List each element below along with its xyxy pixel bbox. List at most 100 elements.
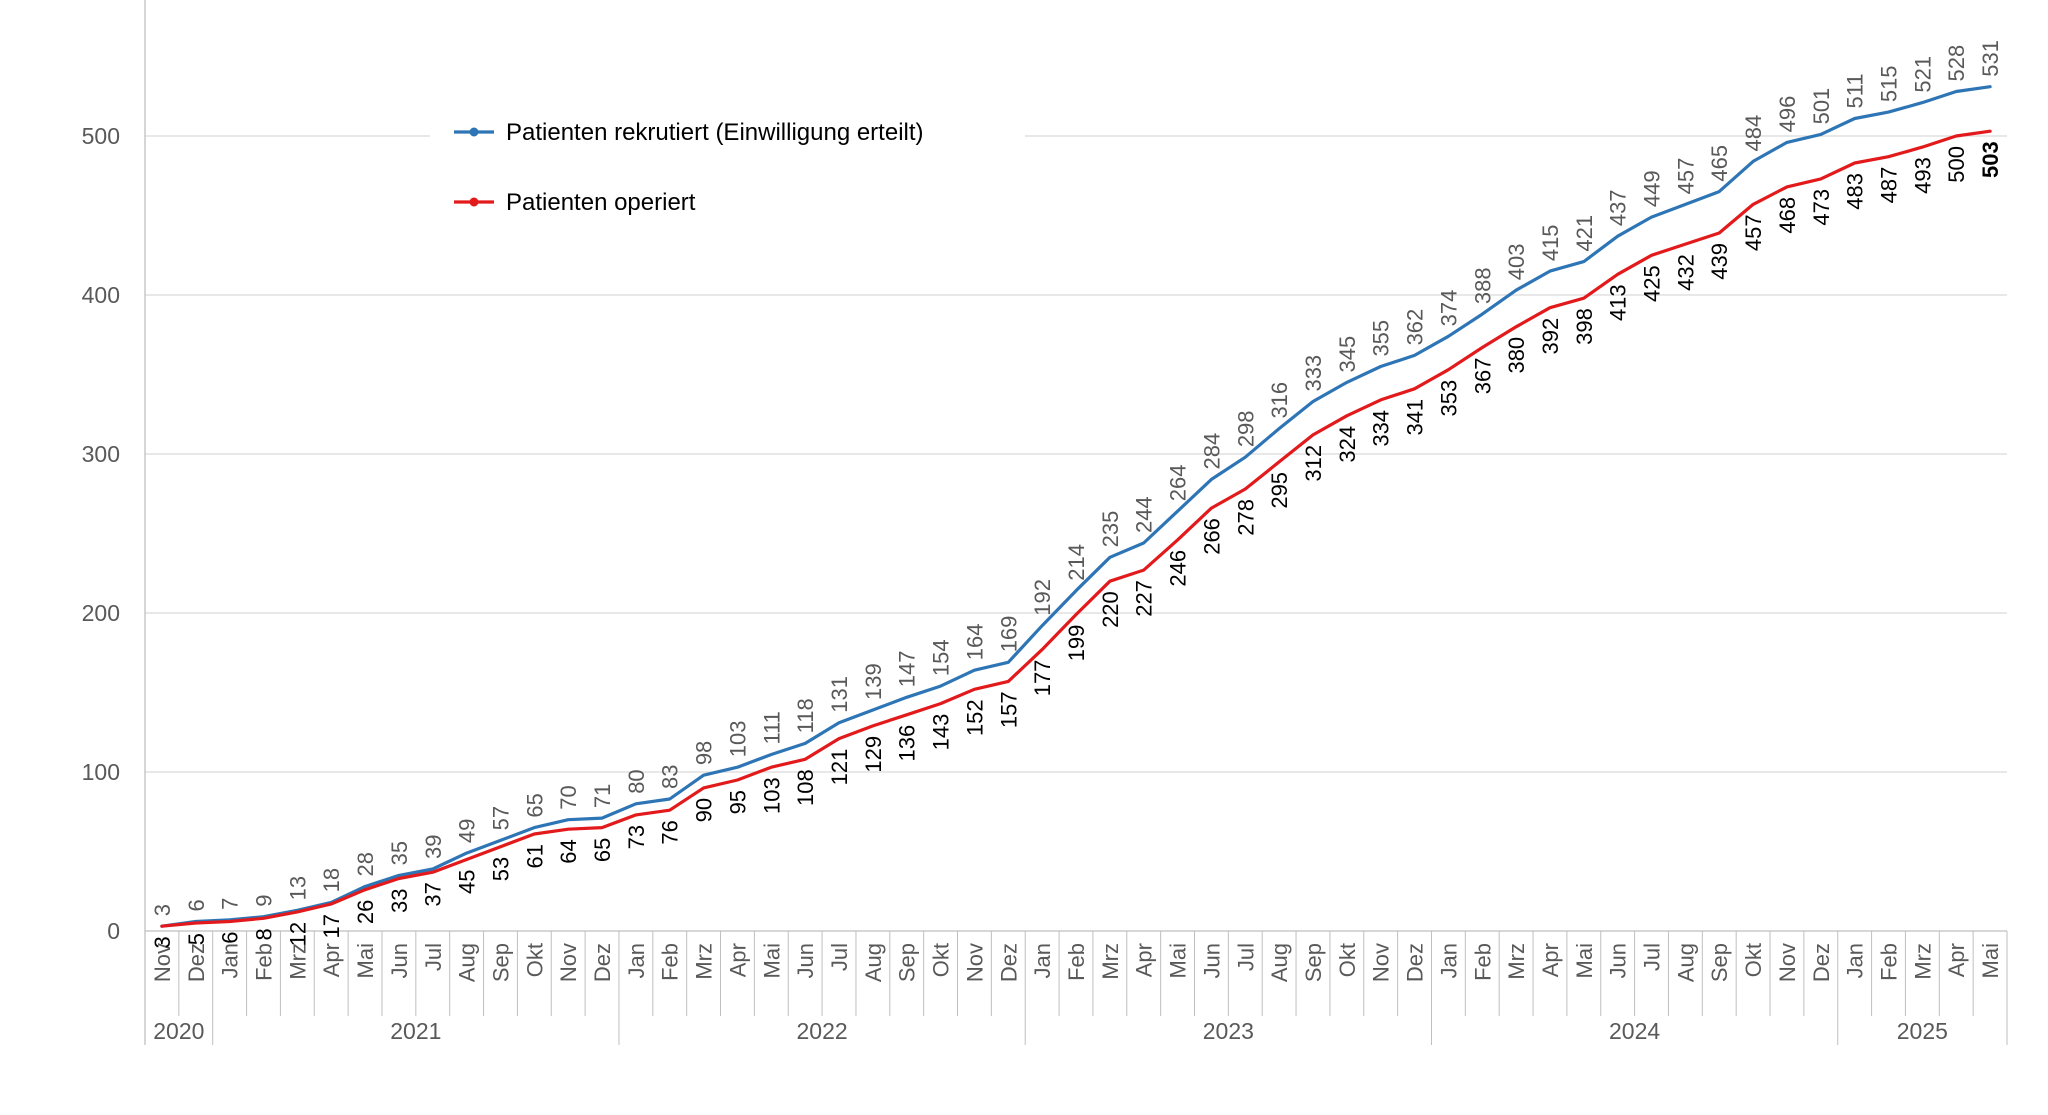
data-label-recruited: 80 — [624, 769, 649, 793]
data-label-recruited: 192 — [1030, 579, 1055, 616]
x-tick-label: Mrz — [285, 943, 310, 980]
x-tick-label: Aug — [455, 943, 480, 982]
x-tick-label: Jul — [1640, 943, 1665, 971]
data-label-recruited: 484 — [1741, 115, 1766, 152]
x-tick-label: Sep — [1707, 943, 1732, 982]
year-label: 2025 — [1897, 1018, 1948, 1044]
data-label-recruited: 421 — [1572, 215, 1597, 252]
data-label-operated: 199 — [1064, 625, 1089, 662]
x-tick-label: Dez — [184, 943, 209, 982]
x-tick-label: Jul — [827, 943, 852, 971]
x-tick-label: Jun — [793, 943, 818, 978]
data-label-recruited: 515 — [1877, 65, 1902, 102]
x-tick-label: Feb — [251, 943, 276, 981]
x-tick-label: Mai — [353, 943, 378, 978]
x-tick-label: Mai — [759, 943, 784, 978]
data-label-operated: 33 — [387, 889, 412, 913]
data-label-operated: 425 — [1640, 265, 1665, 302]
y-tick-label: 200 — [82, 600, 120, 626]
data-label-operated: 90 — [692, 798, 717, 822]
x-tick-label: Dez — [1403, 943, 1428, 982]
data-label-recruited: 6 — [184, 899, 209, 911]
data-label-operated: 483 — [1843, 173, 1868, 210]
data-label-recruited: 437 — [1606, 189, 1631, 226]
data-label-recruited: 531 — [1978, 40, 2003, 77]
data-label-recruited: 388 — [1470, 267, 1495, 304]
x-tick-label: Apr — [1538, 943, 1563, 977]
x-tick-label: Nov — [1369, 943, 1394, 982]
data-label-operated: 468 — [1775, 197, 1800, 234]
data-label-operated: 143 — [929, 714, 954, 751]
data-label-recruited: 7 — [218, 898, 243, 910]
x-tick-label: Aug — [1673, 943, 1698, 982]
data-label-operated: 136 — [895, 725, 920, 762]
x-tick-label: Okt — [1741, 943, 1766, 977]
data-label-operated: 392 — [1538, 318, 1563, 355]
data-label-operated: 65 — [590, 838, 615, 862]
data-label-operated: 278 — [1233, 499, 1258, 536]
data-label-operated: 129 — [861, 736, 886, 773]
x-tick-label: Mai — [1572, 943, 1597, 978]
data-label-recruited: 333 — [1301, 355, 1326, 392]
data-label-operated: 353 — [1436, 380, 1461, 417]
data-label-operated: 324 — [1335, 426, 1360, 463]
x-tick-label: Mai — [1978, 943, 2003, 978]
data-label-operated: 152 — [962, 699, 987, 736]
data-label-operated: 246 — [1166, 550, 1191, 587]
x-tick-label: Mrz — [1910, 943, 1935, 980]
grid-layer — [145, 136, 2007, 772]
data-label-operated: 312 — [1301, 445, 1326, 482]
data-label-recruited: 39 — [421, 835, 446, 859]
data-label-operated: 487 — [1877, 167, 1902, 204]
y-tick-label: 300 — [82, 441, 120, 467]
x-tick-label: Okt — [522, 943, 547, 977]
data-label-operated: 121 — [827, 749, 852, 786]
data-label-operated: 177 — [1030, 660, 1055, 697]
data-label-operated: 5 — [184, 933, 209, 945]
x-tick-label: Jul — [421, 943, 446, 971]
data-label-operated: 341 — [1403, 399, 1428, 436]
y-tick-label: 500 — [82, 123, 120, 149]
data-label-recruited: 374 — [1436, 290, 1461, 327]
data-label-recruited: 345 — [1335, 336, 1360, 373]
x-tick-label: Jun — [1199, 943, 1224, 978]
data-label-recruited: 496 — [1775, 96, 1800, 133]
data-label-operated: 227 — [1132, 580, 1157, 617]
data-label-operated: 37 — [421, 882, 446, 906]
data-label-recruited: 71 — [590, 784, 615, 808]
x-tick-label: Apr — [319, 943, 344, 977]
x-tick-label: Feb — [658, 943, 683, 981]
x-tick-label: Nov — [556, 943, 581, 982]
data-label-recruited: 18 — [319, 868, 344, 892]
x-tick-label: Okt — [929, 943, 954, 977]
data-label-recruited: 511 — [1843, 73, 1868, 108]
x-tick-label: Sep — [488, 943, 513, 982]
data-label-operated: 95 — [725, 790, 750, 814]
data-label-recruited: 103 — [725, 721, 750, 758]
data-label-operated: 473 — [1809, 189, 1834, 226]
x-tick-label: Jan — [1030, 943, 1055, 978]
data-label-recruited: 457 — [1673, 158, 1698, 195]
data-label-recruited: 98 — [692, 741, 717, 765]
data-label-operated: 503 — [1978, 141, 2003, 178]
data-label-operated: 367 — [1470, 357, 1495, 394]
data-label-recruited: 415 — [1538, 224, 1563, 261]
data-label-recruited: 403 — [1504, 244, 1529, 281]
data-label-recruited: 264 — [1166, 465, 1191, 502]
x-tick-label: Jan — [1436, 943, 1461, 978]
data-label-operated: 73 — [624, 825, 649, 849]
data-label-recruited: 465 — [1707, 145, 1732, 182]
data-label-recruited: 521 — [1910, 56, 1935, 93]
data-label-recruited: 164 — [962, 624, 987, 661]
y-tick-label: 400 — [82, 282, 120, 308]
data-label-operated: 432 — [1673, 254, 1698, 291]
data-label-recruited: 35 — [387, 841, 412, 865]
data-label-recruited: 13 — [285, 876, 310, 900]
x-tick-label: Aug — [861, 943, 886, 982]
year-label: 2023 — [1203, 1018, 1254, 1044]
x-tick-label: Apr — [1944, 943, 1969, 977]
data-label-recruited: 49 — [455, 819, 480, 843]
legend-entry: Patienten rekrutiert (Einwilligung ertei… — [506, 119, 924, 146]
